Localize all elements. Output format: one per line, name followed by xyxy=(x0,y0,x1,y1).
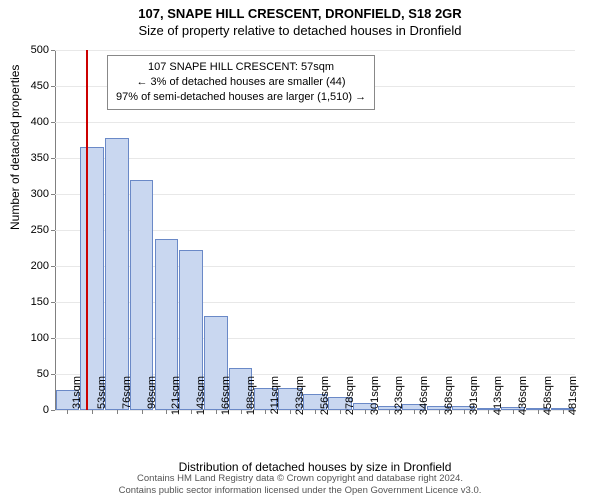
x-tick-mark xyxy=(439,410,440,414)
x-tick-label: 368sqm xyxy=(443,376,455,416)
x-tick-mark xyxy=(166,410,167,414)
x-tick-mark xyxy=(488,410,489,414)
x-tick-mark xyxy=(241,410,242,414)
x-tick-mark xyxy=(389,410,390,414)
x-tick-mark xyxy=(191,410,192,414)
y-tick-mark xyxy=(51,194,55,195)
gridline xyxy=(55,158,575,159)
y-tick-mark xyxy=(51,158,55,159)
x-tick-mark xyxy=(538,410,539,414)
y-tick-mark xyxy=(51,122,55,123)
x-tick-label: 481sqm xyxy=(567,376,579,416)
gridline xyxy=(55,50,575,51)
chart-container: 107, SNAPE HILL CRESCENT, DRONFIELD, S18… xyxy=(0,0,600,500)
chart-area: 05010015020025030035040045050031sqm53sqm… xyxy=(55,50,575,410)
x-tick-label: 301sqm xyxy=(369,376,381,416)
y-tick-label: 450 xyxy=(9,80,49,92)
y-tick-mark xyxy=(51,50,55,51)
y-tick-label: 150 xyxy=(9,296,49,308)
y-tick-label: 300 xyxy=(9,188,49,200)
plot-region: 05010015020025030035040045050031sqm53sqm… xyxy=(55,50,575,410)
x-tick-mark xyxy=(414,410,415,414)
footer-attribution: Contains HM Land Registry data © Crown c… xyxy=(0,473,600,497)
x-tick-mark xyxy=(216,410,217,414)
y-tick-mark xyxy=(51,374,55,375)
chart-title-sub: Size of property relative to detached ho… xyxy=(0,21,600,38)
y-tick-mark xyxy=(51,302,55,303)
footer-line2: Contains public sector information licen… xyxy=(0,485,600,497)
x-tick-mark xyxy=(265,410,266,414)
y-tick-mark xyxy=(51,338,55,339)
x-axis-label: Distribution of detached houses by size … xyxy=(55,460,575,474)
info-box-line3: 97% of semi-detached houses are larger (… xyxy=(116,90,366,105)
x-tick-label: 458sqm xyxy=(542,376,554,416)
x-tick-mark xyxy=(563,410,564,414)
y-tick-label: 500 xyxy=(9,44,49,56)
y-tick-label: 0 xyxy=(9,404,49,416)
y-tick-mark xyxy=(51,86,55,87)
chart-title-main: 107, SNAPE HILL CRESCENT, DRONFIELD, S18… xyxy=(0,0,600,21)
gridline xyxy=(55,122,575,123)
x-tick-label: 391sqm xyxy=(468,376,480,416)
y-tick-mark xyxy=(51,410,55,411)
histogram-bar xyxy=(80,147,104,410)
x-tick-label: 436sqm xyxy=(517,376,529,416)
y-tick-mark xyxy=(51,266,55,267)
y-tick-label: 250 xyxy=(9,224,49,236)
x-tick-mark xyxy=(92,410,93,414)
reference-marker-line xyxy=(86,50,88,410)
y-tick-label: 400 xyxy=(9,116,49,128)
x-tick-mark xyxy=(340,410,341,414)
y-tick-label: 50 xyxy=(9,368,49,380)
x-tick-mark xyxy=(67,410,68,414)
x-tick-mark xyxy=(315,410,316,414)
x-tick-mark xyxy=(117,410,118,414)
info-box-line2: ← 3% of detached houses are smaller (44) xyxy=(116,75,366,90)
x-tick-label: 323sqm xyxy=(393,376,405,416)
x-tick-label: 278sqm xyxy=(344,376,356,416)
x-tick-label: 413sqm xyxy=(492,376,504,416)
x-tick-mark xyxy=(464,410,465,414)
y-tick-label: 350 xyxy=(9,152,49,164)
x-tick-mark xyxy=(290,410,291,414)
x-tick-label: 256sqm xyxy=(319,376,331,416)
x-tick-mark xyxy=(142,410,143,414)
y-tick-label: 200 xyxy=(9,260,49,272)
info-box: 107 SNAPE HILL CRESCENT: 57sqm← 3% of de… xyxy=(107,55,375,110)
footer-line1: Contains HM Land Registry data © Crown c… xyxy=(0,473,600,485)
y-tick-label: 100 xyxy=(9,332,49,344)
x-tick-mark xyxy=(513,410,514,414)
y-tick-mark xyxy=(51,230,55,231)
x-tick-label: 346sqm xyxy=(418,376,430,416)
info-box-line1: 107 SNAPE HILL CRESCENT: 57sqm xyxy=(116,60,366,75)
histogram-bar xyxy=(105,138,129,410)
x-tick-mark xyxy=(365,410,366,414)
